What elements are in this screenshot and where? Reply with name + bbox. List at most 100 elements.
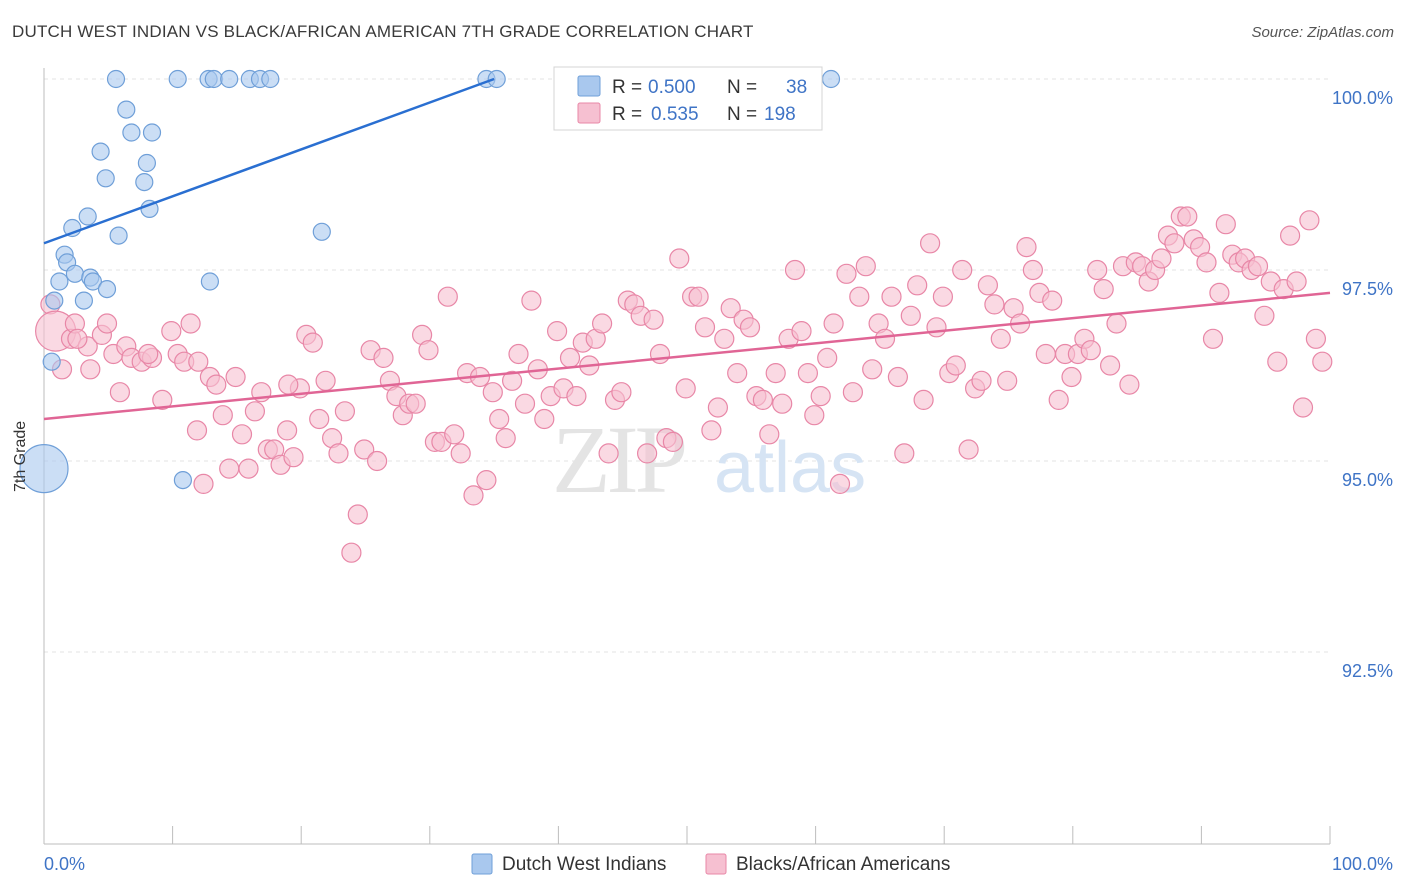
point-blacks-african-americans-22 — [186, 420, 208, 441]
legend-n-value-pink: 198 — [764, 104, 796, 125]
watermark-atlas: atlas — [714, 428, 866, 508]
point-blacks-african-americans-182 — [1215, 214, 1236, 235]
point-blacks-african-americans-23 — [193, 473, 214, 494]
point-blacks-african-americans-48 — [354, 439, 375, 460]
point-blacks-african-americans-37 — [283, 447, 304, 468]
point-blacks-african-americans-96 — [662, 431, 684, 452]
point-blacks-african-americans-102 — [701, 420, 722, 441]
legend-r-value-blue: 0.500 — [648, 77, 696, 98]
point-dutch-west-indians-19 — [78, 207, 97, 226]
point-blacks-african-americans-65 — [463, 485, 484, 506]
point-dutch-west-indians-28 — [50, 272, 69, 291]
point-dutch-west-indians-32 — [74, 291, 94, 310]
point-blacks-african-americans-134 — [907, 275, 928, 296]
point-dutch-west-indians-21 — [109, 226, 128, 245]
legend-swatch-pink — [577, 102, 601, 124]
point-blacks-african-americans-68 — [482, 382, 503, 403]
point-dutch-west-indians-13 — [142, 123, 162, 142]
point-blacks-african-americans-130 — [881, 286, 902, 307]
y-axis-title: 7th Grade — [12, 420, 29, 492]
legend-series-label-blue: Dutch West Indians — [502, 854, 666, 875]
point-blacks-african-americans-131 — [887, 366, 909, 388]
point-blacks-african-americans-29 — [231, 424, 253, 445]
point-blacks-african-americans-117 — [797, 363, 819, 384]
point-blacks-african-americans-194 — [1292, 397, 1314, 418]
point-blacks-african-americans-115 — [784, 259, 806, 281]
point-blacks-african-americans-187 — [1247, 256, 1269, 277]
point-blacks-african-americans-126 — [855, 256, 876, 277]
point-blacks-african-americans-112 — [765, 363, 786, 384]
point-blacks-african-americans-6 — [67, 328, 88, 349]
point-blacks-african-americans-132 — [894, 443, 915, 464]
point-blacks-african-americans-44 — [328, 443, 349, 464]
point-blacks-african-americans-67 — [476, 470, 497, 491]
point-blacks-african-americans-58 — [418, 340, 439, 361]
point-blacks-african-americans-73 — [514, 393, 536, 414]
point-blacks-african-americans-5 — [80, 359, 101, 380]
point-blacks-african-americans-9 — [96, 313, 118, 334]
point-blacks-african-americans-18 — [161, 321, 182, 342]
point-blacks-african-americans-135 — [913, 389, 934, 410]
point-blacks-african-americans-154 — [1035, 343, 1056, 365]
point-blacks-african-americans-47 — [347, 504, 368, 525]
legend-swatch-blue — [577, 75, 601, 97]
legend-series-label-pink: Blacks/African Americans — [736, 854, 950, 875]
point-dutch-west-indians-35 — [173, 471, 192, 490]
point-blacks-african-americans-113 — [772, 393, 793, 414]
point-blacks-african-americans-122 — [829, 473, 851, 494]
point-dutch-west-indians-7 — [261, 69, 280, 89]
point-dutch-west-indians-9 — [487, 69, 506, 89]
point-blacks-african-americans-36 — [277, 420, 298, 441]
point-blacks-african-americans-119 — [810, 386, 831, 407]
y-tick-label-0: 100.0% — [1332, 88, 1393, 108]
point-blacks-african-americans-136 — [919, 233, 941, 254]
point-blacks-african-americans-111 — [759, 424, 780, 445]
point-blacks-african-americans-62 — [444, 424, 465, 445]
chart-title: DUTCH WEST INDIAN VS BLACK/AFRICAN AMERI… — [12, 22, 754, 41]
point-dutch-west-indians-0 — [106, 69, 126, 89]
point-blacks-african-americans-188 — [1254, 305, 1275, 326]
legend-r-label-blue: R = — [612, 77, 642, 98]
point-blacks-african-americans-61 — [437, 286, 458, 307]
legend-n-label-blue: N = — [727, 77, 757, 98]
point-blacks-african-americans-17 — [152, 389, 173, 410]
point-blacks-african-americans-78 — [546, 321, 568, 342]
point-blacks-african-americans-142 — [958, 439, 979, 460]
point-blacks-african-americans-46 — [341, 542, 362, 563]
point-blacks-african-americans-104 — [714, 328, 735, 349]
point-blacks-african-americans-129 — [874, 328, 896, 349]
legend-r-label-pink: R = — [612, 104, 642, 125]
point-blacks-african-americans-71 — [501, 370, 523, 391]
point-blacks-african-americans-30 — [238, 458, 259, 479]
point-blacks-african-americans-140 — [945, 355, 966, 376]
chart-source: Source: ZipAtlas.com — [1251, 24, 1394, 41]
point-blacks-african-americans-108 — [739, 317, 761, 338]
point-blacks-african-americans-118 — [804, 405, 825, 426]
point-blacks-african-americans-174 — [1164, 233, 1185, 254]
point-blacks-african-americans-80 — [559, 347, 581, 368]
point-blacks-african-americans-27 — [219, 458, 240, 479]
point-blacks-african-americans-92 — [636, 443, 658, 464]
point-blacks-african-americans-197 — [1312, 351, 1333, 372]
point-blacks-african-americans-51 — [373, 347, 394, 368]
point-blacks-african-americans-88 — [611, 382, 632, 403]
point-blacks-african-americans-138 — [932, 286, 954, 307]
point-blacks-african-americans-76 — [534, 408, 555, 430]
point-blacks-african-americans-116 — [791, 321, 812, 342]
point-dutch-west-indians-33 — [42, 352, 61, 371]
point-dutch-west-indians-12 — [122, 123, 141, 142]
point-blacks-african-americans-158 — [1061, 366, 1082, 388]
watermark-zip: ZIP — [552, 406, 685, 513]
point-blacks-african-americans-98 — [675, 378, 696, 399]
y-tick-label-3: 92.5% — [1342, 661, 1393, 681]
point-blacks-african-americans-165 — [1106, 313, 1127, 334]
point-blacks-african-americans-176 — [1177, 206, 1198, 227]
point-blacks-african-americans-156 — [1048, 389, 1069, 410]
point-blacks-african-americans-162 — [1087, 259, 1108, 281]
point-blacks-african-americans-145 — [977, 275, 999, 296]
x-tick-label-0: 0.0% — [44, 854, 85, 874]
point-blacks-african-americans-15 — [138, 343, 159, 365]
point-blacks-african-americans-190 — [1267, 351, 1288, 372]
point-blacks-african-americans-101 — [694, 317, 716, 338]
point-blacks-african-americans-125 — [849, 286, 870, 307]
